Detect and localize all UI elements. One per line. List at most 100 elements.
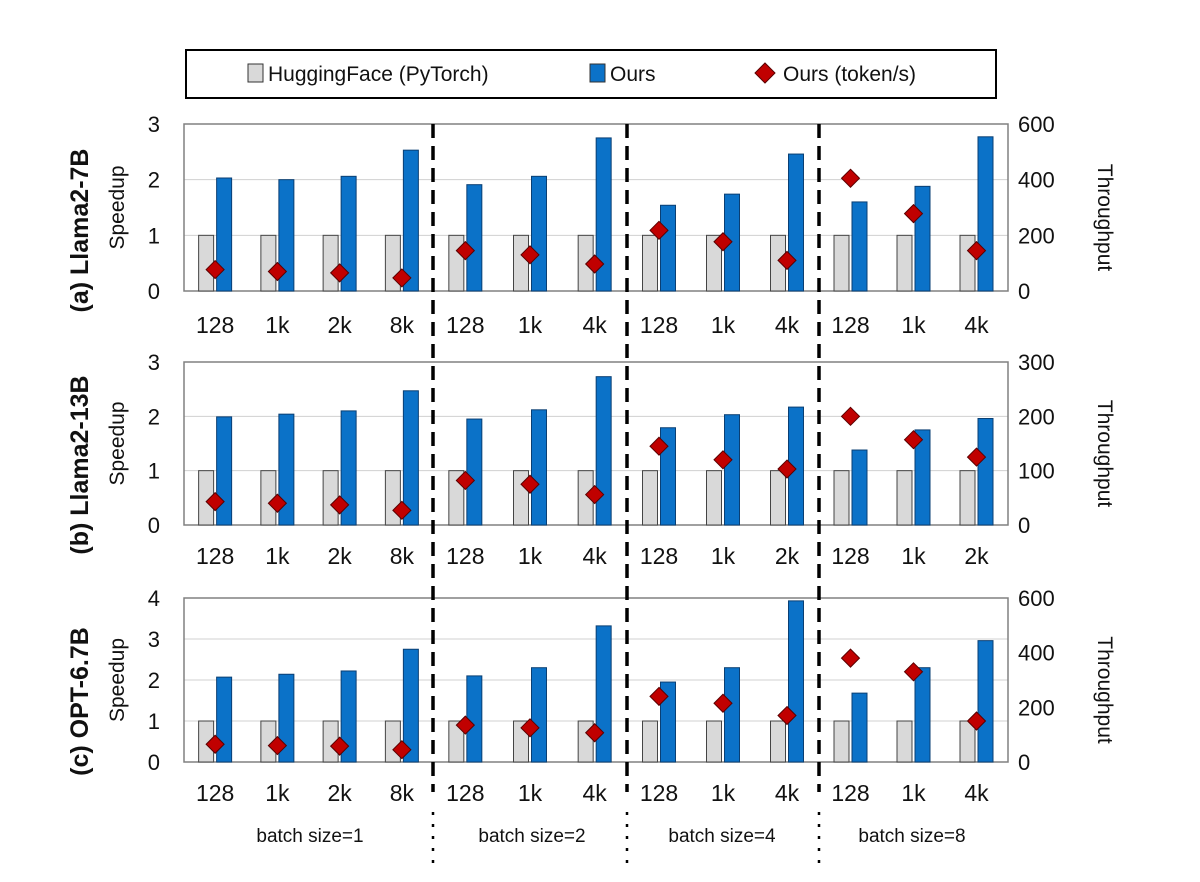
x-tick-label: 4k (775, 780, 800, 806)
x-tick-label: 1k (518, 780, 543, 806)
x-tick-label: 4k (775, 312, 800, 338)
x-tick-label: 4k (964, 312, 989, 338)
bar-huggingface (448, 234, 465, 292)
bar-ours (977, 136, 994, 292)
y-tick-label: 2 (148, 668, 160, 693)
bar-huggingface (642, 720, 658, 763)
x-tick-label: 128 (640, 312, 678, 338)
marker-ours-token-per-second (584, 484, 605, 505)
x-tick-label: 128 (196, 312, 234, 338)
marker-ours-token-per-second (777, 459, 797, 479)
x-tick-label: 1k (711, 312, 736, 338)
x-tick-label: 128 (196, 780, 234, 806)
x-tick-label: 1k (711, 780, 736, 806)
bar-ours (466, 418, 483, 526)
bar-ours (788, 153, 804, 292)
x-tick-label: 128 (640, 780, 678, 806)
x-tick-label: 2k (327, 780, 352, 806)
y2-tick-label: 0 (1018, 279, 1030, 304)
marker-ours-token-per-second (584, 254, 605, 274)
bar-ours (851, 449, 868, 526)
panel-title: (a) Llama2-7B (66, 149, 94, 313)
y-tick-label: 3 (148, 112, 160, 137)
x-tick-label: 128 (831, 312, 869, 338)
x-tick-label: 1k (265, 780, 290, 806)
bar-huggingface (513, 234, 529, 292)
x-tick-label: 2k (327, 543, 352, 569)
batch-separators (431, 124, 821, 866)
bar-ours (724, 414, 740, 526)
legend-swatch-ours (589, 63, 606, 83)
bar-ours (278, 673, 295, 763)
x-tick-label: 128 (640, 543, 678, 569)
marker-ours-token-per-second (329, 736, 350, 756)
marker-ours-token-per-second (205, 259, 225, 280)
marker-ours-token-per-second (520, 474, 540, 494)
y2-tick-label: 400 (1018, 641, 1055, 666)
bar-huggingface (642, 234, 658, 292)
legend-label-ours-token-per-second: Ours (token/s) (783, 63, 916, 86)
marker-ours-token-per-second (392, 739, 412, 760)
y-tick-label: 2 (148, 168, 160, 193)
y-tick-label: 4 (148, 586, 160, 611)
x-tick-label: 4k (583, 312, 608, 338)
marker-ours-token-per-second (205, 734, 225, 754)
marker-ours-token-per-second (329, 263, 350, 283)
y-axis-title: Speedup (106, 401, 129, 485)
bar-huggingface (896, 470, 913, 526)
bar-ours (595, 137, 612, 292)
bar-ours (216, 177, 233, 292)
marker-ours-token-per-second (840, 406, 861, 427)
y2-tick-label: 600 (1018, 112, 1055, 137)
x-tick-label: 4k (583, 780, 608, 806)
bar-ours (466, 675, 483, 763)
marker-ours-token-per-second (267, 493, 288, 513)
bar-huggingface (706, 234, 722, 292)
marker-ours-token-per-second (392, 500, 412, 521)
y2-tick-label: 300 (1018, 350, 1055, 375)
bar-huggingface (642, 470, 658, 526)
x-tick-label: 1k (901, 543, 926, 569)
marker-ours-token-per-second (329, 495, 350, 515)
bar-huggingface (706, 470, 722, 526)
bar-ours (402, 390, 419, 526)
x-tick-label: 1k (265, 312, 290, 338)
x-tick-label: 1k (265, 543, 290, 569)
bar-huggingface (896, 234, 913, 292)
marker-ours-token-per-second (777, 250, 797, 271)
y-tick-label: 0 (148, 750, 160, 775)
marker-ours-token-per-second (455, 470, 476, 491)
x-tick-label: 128 (446, 780, 484, 806)
x-tick-label: 128 (446, 543, 484, 569)
bar-huggingface (770, 470, 786, 526)
bar-ours (977, 418, 994, 526)
x-tick-label: 1k (711, 543, 736, 569)
x-tick-label: 128 (831, 543, 869, 569)
bar-ours (660, 427, 676, 526)
bar-huggingface (322, 470, 339, 526)
panel-title: (c) OPT-6.7B (66, 627, 94, 776)
marker-ours-token-per-second (649, 436, 669, 456)
bar-huggingface (833, 720, 850, 763)
panel-3: 0 1 2 3 4 0 200 400 600 Speedup Throughput (c) OPT-… (66, 586, 1116, 806)
bar-huggingface (833, 470, 850, 526)
y2-tick-label: 200 (1018, 695, 1055, 720)
x-tick-label: 2k (775, 543, 800, 569)
x-tick-label: 128 (831, 780, 869, 806)
bar-huggingface (384, 470, 401, 526)
bar-huggingface (706, 720, 722, 763)
bar-huggingface (896, 720, 913, 763)
bar-huggingface (770, 720, 786, 763)
x-tick-label: 1k (518, 312, 543, 338)
panel-title: (b) Llama2-13B (66, 375, 94, 554)
bar-huggingface (959, 470, 976, 526)
bar-huggingface (448, 720, 465, 763)
x-tick-label: 2k (964, 543, 989, 569)
bar-ours (216, 416, 233, 526)
bar-ours (531, 175, 547, 292)
group-label-batch-2: batch size=2 (478, 826, 585, 847)
y-tick-label: 0 (148, 279, 160, 304)
bar-ours (278, 413, 295, 526)
bar-ours (851, 692, 868, 763)
